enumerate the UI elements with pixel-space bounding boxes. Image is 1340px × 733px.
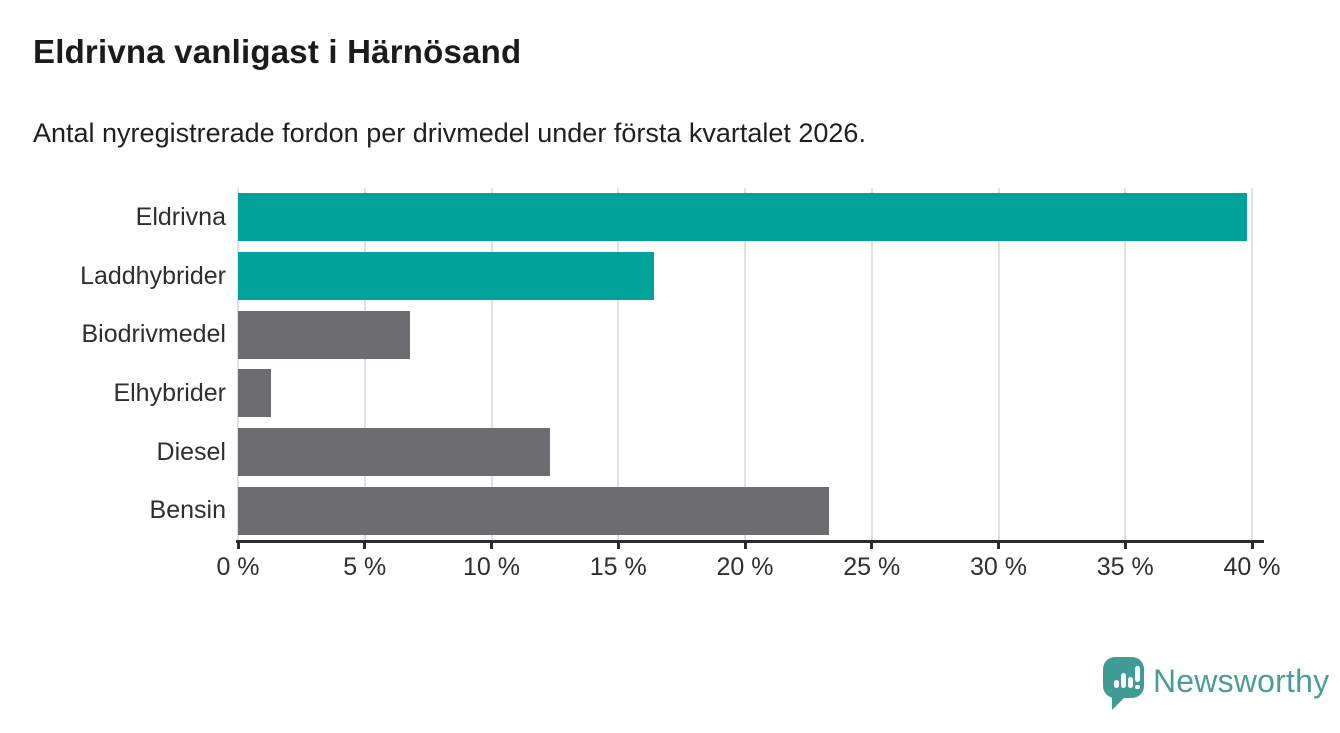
x-tick-label-15: 15 % (589, 553, 647, 581)
x-tick-35 (1123, 540, 1127, 549)
category-label-laddhybrider: Laddhybrider (80, 261, 226, 290)
gridline-10-pct (490, 188, 493, 540)
x-tick-label-25: 25 % (843, 553, 901, 581)
gridline-25-pct (870, 188, 873, 540)
logo-exclamation-dot-icon (1135, 685, 1140, 689)
gridline-5-pct (363, 188, 366, 540)
x-tick-0 (236, 540, 240, 549)
bar-biodrivmedel (238, 310, 411, 359)
bar-diesel (238, 428, 550, 476)
plot-area (237, 188, 1253, 540)
bar-elhybrider (238, 369, 271, 418)
x-tick-15 (616, 540, 620, 549)
logo-chart-bar-icon (1114, 680, 1119, 688)
x-tick-label-0: 0 % (216, 553, 260, 581)
chart-subtitle: Antal nyregistrerade fordon per drivmede… (33, 118, 866, 148)
category-label-eldrivna: Eldrivna (135, 203, 226, 231)
gridline-40-pct (1251, 188, 1253, 540)
newsworthy-logo: Newsworthy (1103, 657, 1329, 713)
x-tick-label-30: 30 % (970, 553, 1027, 581)
category-label-elhybrider: Elhybrider (113, 379, 226, 407)
x-tick-25 (870, 540, 874, 549)
category-label-biodrivmedel: Biodrivmedel (81, 320, 226, 349)
logo-chart-bar-icon (1121, 673, 1126, 688)
x-tick-label-5: 5 % (343, 553, 387, 581)
x-tick-5 (363, 540, 367, 549)
brand-name: Newsworthy (1153, 663, 1330, 699)
category-label-bensin: Bensin (149, 496, 226, 525)
x-tick-30 (997, 540, 1000, 549)
bar-bensin (238, 486, 829, 535)
logo-speech-bubble-tail (1112, 695, 1127, 710)
gridline-15-pct (617, 188, 620, 540)
chart-title: Eldrivna vanligast i Härnösand (33, 33, 522, 70)
x-tick-label-20: 20 % (716, 553, 774, 581)
gridline-30-pct (997, 188, 1000, 540)
category-label-diesel: Diesel (156, 437, 226, 466)
gridline-0-pct (237, 188, 239, 540)
bar-eldrivna (238, 193, 1247, 242)
gridline-35-pct (1124, 188, 1127, 540)
logo-exclamation-icon (1135, 666, 1140, 682)
x-tick-10 (490, 540, 493, 549)
y-axis-category-labels: Eldrivna Laddhybrider Biodrivmedel Elhybrid… (0, 188, 226, 540)
x-tick-label-35: 35 % (1096, 553, 1154, 581)
x-tick-20 (743, 540, 747, 549)
x-tick-40 (1250, 540, 1254, 549)
x-axis-line (236, 540, 1264, 543)
logo-chart-bar-icon (1128, 677, 1133, 688)
gridline-20-pct (744, 188, 746, 540)
x-tick-label-10: 10 % (463, 553, 520, 581)
x-tick-label-40: 40 % (1223, 553, 1281, 581)
bar-laddhybrider (238, 252, 654, 300)
